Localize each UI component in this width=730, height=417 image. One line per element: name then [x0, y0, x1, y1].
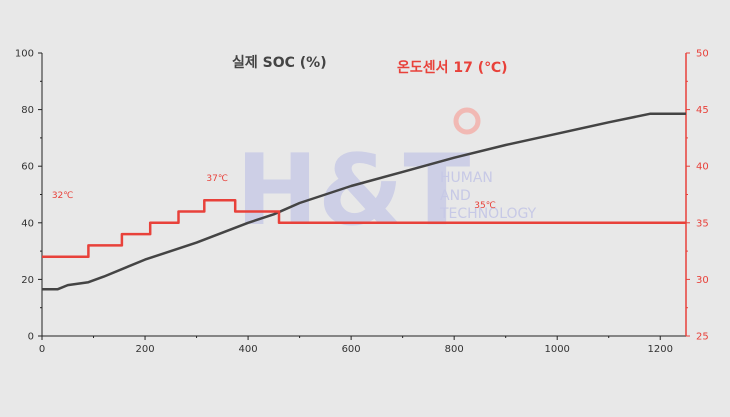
x-tick-label: 800: [445, 344, 464, 355]
watermark-line-2: AND: [440, 188, 471, 204]
annotation-label: 32℃: [52, 191, 74, 201]
y-right-tick-label: 35: [696, 218, 709, 229]
y-left-tick-label: 20: [21, 275, 34, 286]
watermark-line-1: HUMAN: [440, 170, 493, 186]
title-left: 실제 SOC (%): [232, 55, 327, 71]
x-tick-label: 1000: [544, 344, 569, 355]
y-right-tick-label: 40: [696, 162, 709, 173]
watermark-logo: H&T HUMAN AND TECHNOLOGY: [236, 107, 537, 248]
x-tick-label: 0: [39, 344, 45, 355]
y-left-tick-label: 80: [21, 105, 34, 116]
watermark-degree-circle: [453, 107, 481, 135]
annotation-label: 35℃: [474, 201, 496, 211]
y-left-tick-label: 60: [21, 162, 34, 173]
soc-series-line: [42, 112, 686, 291]
y-right-tick-label: 25: [696, 332, 709, 343]
y-left-ticks: 0 20 40 60 80 100: [15, 49, 42, 343]
y-right-tick-label: 50: [696, 49, 709, 60]
x-tick-label: 400: [239, 344, 258, 355]
y-right-tick-label: 45: [696, 105, 709, 116]
x-tick-label: 1200: [648, 344, 673, 355]
watermark-line-3: TECHNOLOGY: [439, 206, 537, 222]
annotation-label: 37℃: [206, 174, 228, 184]
x-tick-label: 600: [342, 344, 361, 355]
annotations: 32℃ 37℃ 35℃: [52, 174, 496, 211]
series-group: [42, 112, 686, 291]
y-right-tick-label: 30: [696, 275, 709, 286]
x-ticks: 0 200 400 600 800 1000 1200: [39, 336, 673, 355]
y-right-ticks: 25 30 35 40 45 50: [686, 49, 709, 343]
temperature-series-line: [42, 198, 686, 259]
y-left-tick-label: 100: [15, 49, 34, 60]
title-right: 온도센서 17 (℃): [397, 60, 508, 76]
y-left-tick-label: 40: [21, 218, 34, 229]
y-left-tick-label: 0: [28, 332, 34, 343]
watermark-logo-text: H&T: [236, 134, 470, 248]
x-tick-label: 200: [135, 344, 154, 355]
